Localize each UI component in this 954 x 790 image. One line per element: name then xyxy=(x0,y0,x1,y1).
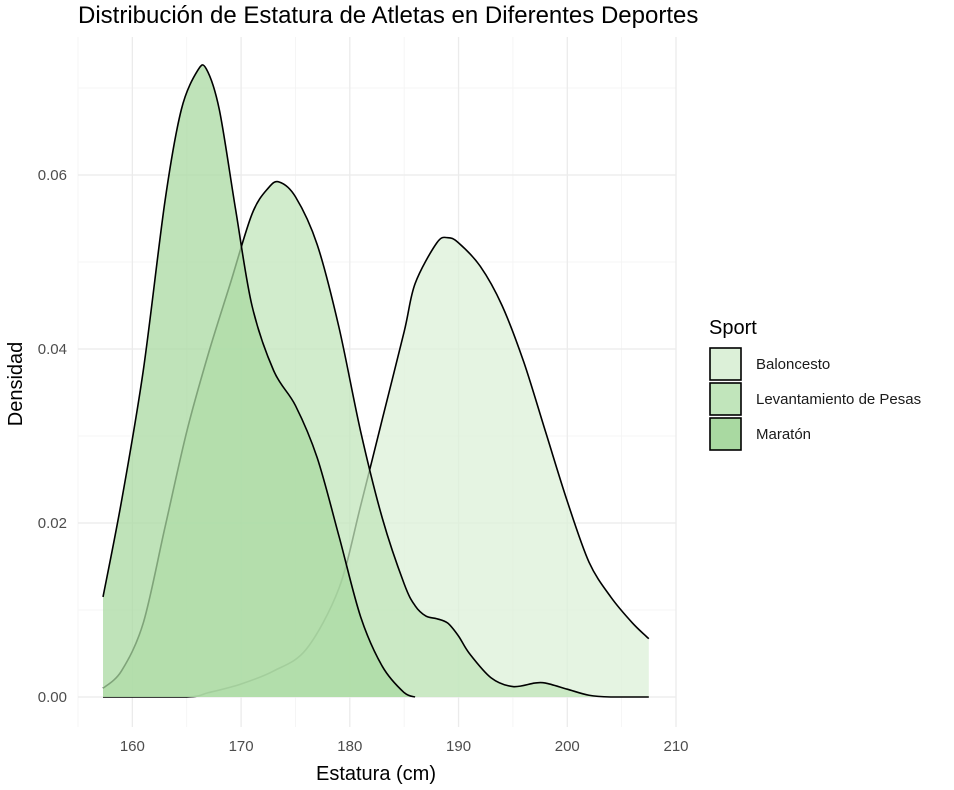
y-axis-ticks: 0.00 0.02 0.04 0.06 xyxy=(38,167,67,706)
x-axis-ticks: 160 170 180 190 200 210 xyxy=(120,738,689,755)
legend-label: Baloncesto xyxy=(756,356,830,373)
x-tick-label: 170 xyxy=(229,738,254,755)
density-area-baloncesto xyxy=(103,237,649,697)
legend-label: Maratón xyxy=(756,426,811,443)
legend-swatch xyxy=(709,382,742,416)
y-tick-label: 0.06 xyxy=(38,167,67,184)
legend-swatch xyxy=(709,347,742,381)
legend-swatch xyxy=(709,417,742,451)
x-tick-label: 210 xyxy=(663,738,688,755)
y-tick-label: 0.04 xyxy=(38,341,67,358)
legend-items: Baloncesto Levantamiento de Pesas Maratón xyxy=(709,347,921,451)
x-tick-label: 180 xyxy=(337,738,362,755)
chart-title: Distribución de Estatura de Atletas en D… xyxy=(78,2,698,29)
legend-title: Sport xyxy=(709,317,757,339)
legend: Sport Baloncesto Levantamiento de Pesas Ma… xyxy=(709,317,921,451)
x-axis-title: Estatura (cm) xyxy=(316,763,436,785)
y-tick-label: 0.02 xyxy=(38,515,67,532)
density-area-maraton xyxy=(103,64,416,697)
y-tick-label: 0.00 xyxy=(38,689,67,706)
density-line-maraton xyxy=(102,64,416,698)
x-tick-label: 160 xyxy=(120,738,145,755)
density-areas xyxy=(102,64,650,698)
y-axis-title: Densidad xyxy=(5,342,27,427)
x-tick-label: 200 xyxy=(555,738,580,755)
legend-label: Levantamiento de Pesas xyxy=(756,391,921,408)
x-tick-label: 190 xyxy=(446,738,471,755)
